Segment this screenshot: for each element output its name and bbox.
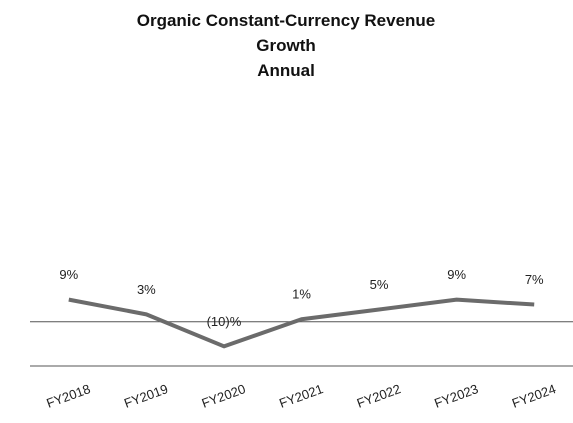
data-label: (10)% (207, 314, 242, 329)
data-label: 3% (137, 282, 156, 297)
x-tick-label: FY2019 (122, 381, 170, 411)
chart-title-block: Organic Constant-Currency Revenue Growth… (121, 8, 451, 83)
x-tick-label: FY2024 (510, 381, 558, 411)
data-label: 5% (370, 277, 389, 292)
x-tick-label: FY2020 (200, 381, 248, 411)
x-tick-label: FY2021 (277, 381, 325, 411)
chart-subtitle: Annual (257, 61, 315, 80)
x-tick-label: FY2022 (355, 381, 403, 411)
data-label: 1% (292, 287, 311, 302)
line-series (68, 297, 535, 349)
data-label: 9% (59, 267, 78, 282)
chart-title: Organic Constant-Currency Revenue Growth (136, 11, 436, 55)
data-label: 7% (525, 272, 544, 287)
x-tick-label: FY2023 (432, 381, 480, 411)
x-tick-label: FY2018 (44, 381, 92, 411)
data-label: 9% (447, 267, 466, 282)
